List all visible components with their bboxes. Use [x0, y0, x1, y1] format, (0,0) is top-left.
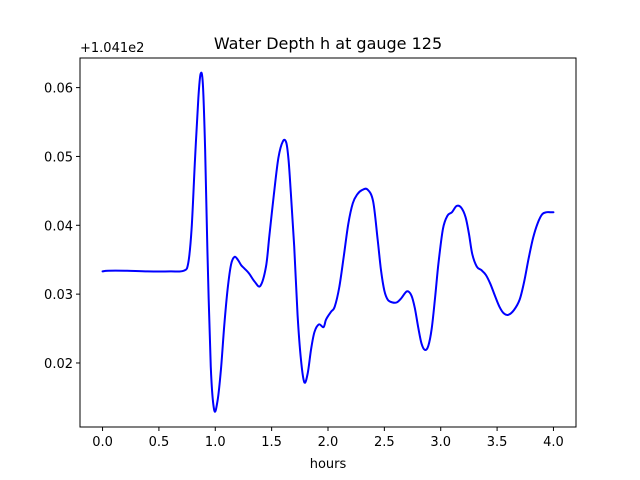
y-tick-label: 0.04	[44, 219, 73, 234]
x-tick-label: 2.0	[318, 435, 339, 450]
x-tick-label: 3.5	[487, 435, 508, 450]
y-tick-label: 0.05	[44, 150, 73, 165]
x-tick-label: 1.5	[261, 435, 282, 450]
x-tick-label: 0.5	[149, 435, 170, 450]
x-tick-label: 4.0	[543, 435, 564, 450]
x-axis-label: hours	[310, 457, 347, 472]
y-tick-label: 0.03	[44, 288, 73, 303]
axis-ticks: 0.0 0.5 1.0 1.5 2.0 2.5 3.0 3.5 4.0 0.02 0.03 0.04 0…	[44, 82, 564, 450]
x-tick-label: 1.0	[205, 435, 226, 450]
axes-frame	[79, 57, 577, 428]
y-tick-label: 0.06	[44, 82, 73, 97]
series-line	[101, 71, 555, 413]
x-tick-label: 3.0	[430, 435, 451, 450]
plot-area	[101, 71, 555, 413]
x-tick-label: 2.5	[374, 435, 395, 450]
x-tick-label: 0.0	[92, 435, 113, 450]
y-tick-label: 0.02	[44, 357, 73, 372]
y-axis-offset-text: +1.041e2	[80, 41, 144, 56]
chart-title: Water Depth h at gauge 125	[214, 34, 442, 53]
